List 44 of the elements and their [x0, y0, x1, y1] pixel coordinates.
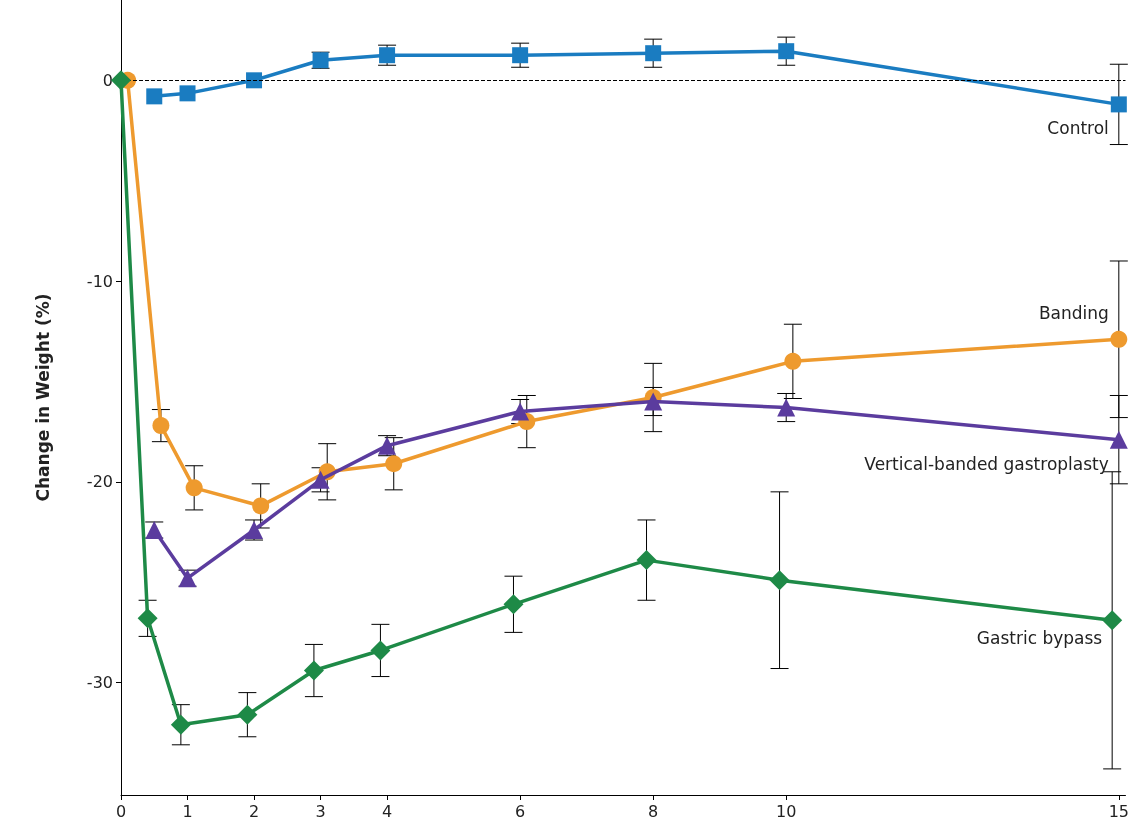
y-tick-label: 0: [102, 70, 113, 90]
point: [237, 704, 258, 725]
x-tick-label: 1: [182, 801, 193, 821]
point: [179, 85, 196, 102]
point: [137, 608, 158, 629]
point: [185, 479, 203, 497]
point: [645, 45, 662, 62]
point: [784, 352, 802, 370]
x-tick-label: 4: [381, 801, 393, 821]
x-tick-label: 3: [315, 801, 326, 821]
point: [1102, 610, 1123, 631]
y-tick-label: -10: [86, 271, 113, 291]
x-tick-label: 6: [515, 801, 526, 821]
point: [769, 570, 790, 591]
point: [385, 455, 403, 473]
point: [503, 594, 524, 615]
point: [111, 70, 131, 91]
point: [644, 392, 663, 411]
point: [252, 497, 270, 515]
y-tick-label: -30: [86, 673, 113, 693]
y-tick-label: -20: [86, 472, 113, 492]
series-label: Control: [1047, 118, 1109, 139]
point: [170, 714, 191, 735]
series-label: Banding: [1038, 303, 1109, 324]
point: [777, 398, 796, 417]
x-tick-label: 8: [648, 801, 659, 821]
point: [778, 43, 795, 60]
x-tick-label: 2: [248, 801, 260, 821]
point: [512, 47, 529, 64]
point: [1110, 96, 1127, 113]
point: [246, 72, 263, 89]
point: [303, 660, 324, 681]
series-label: Gastric bypass: [976, 628, 1103, 649]
point: [146, 88, 163, 105]
x-tick-label: 0: [115, 801, 127, 821]
point: [1109, 430, 1128, 449]
point: [636, 550, 657, 571]
x-tick-label: 15: [1108, 801, 1129, 821]
point: [1110, 330, 1128, 348]
point: [370, 640, 391, 661]
x-tick-label: 10: [776, 801, 797, 821]
series-label: Vertical-banded gastroplasty: [864, 453, 1109, 474]
y-axis-title: Change in Weight (%): [32, 293, 53, 502]
point: [152, 417, 170, 435]
